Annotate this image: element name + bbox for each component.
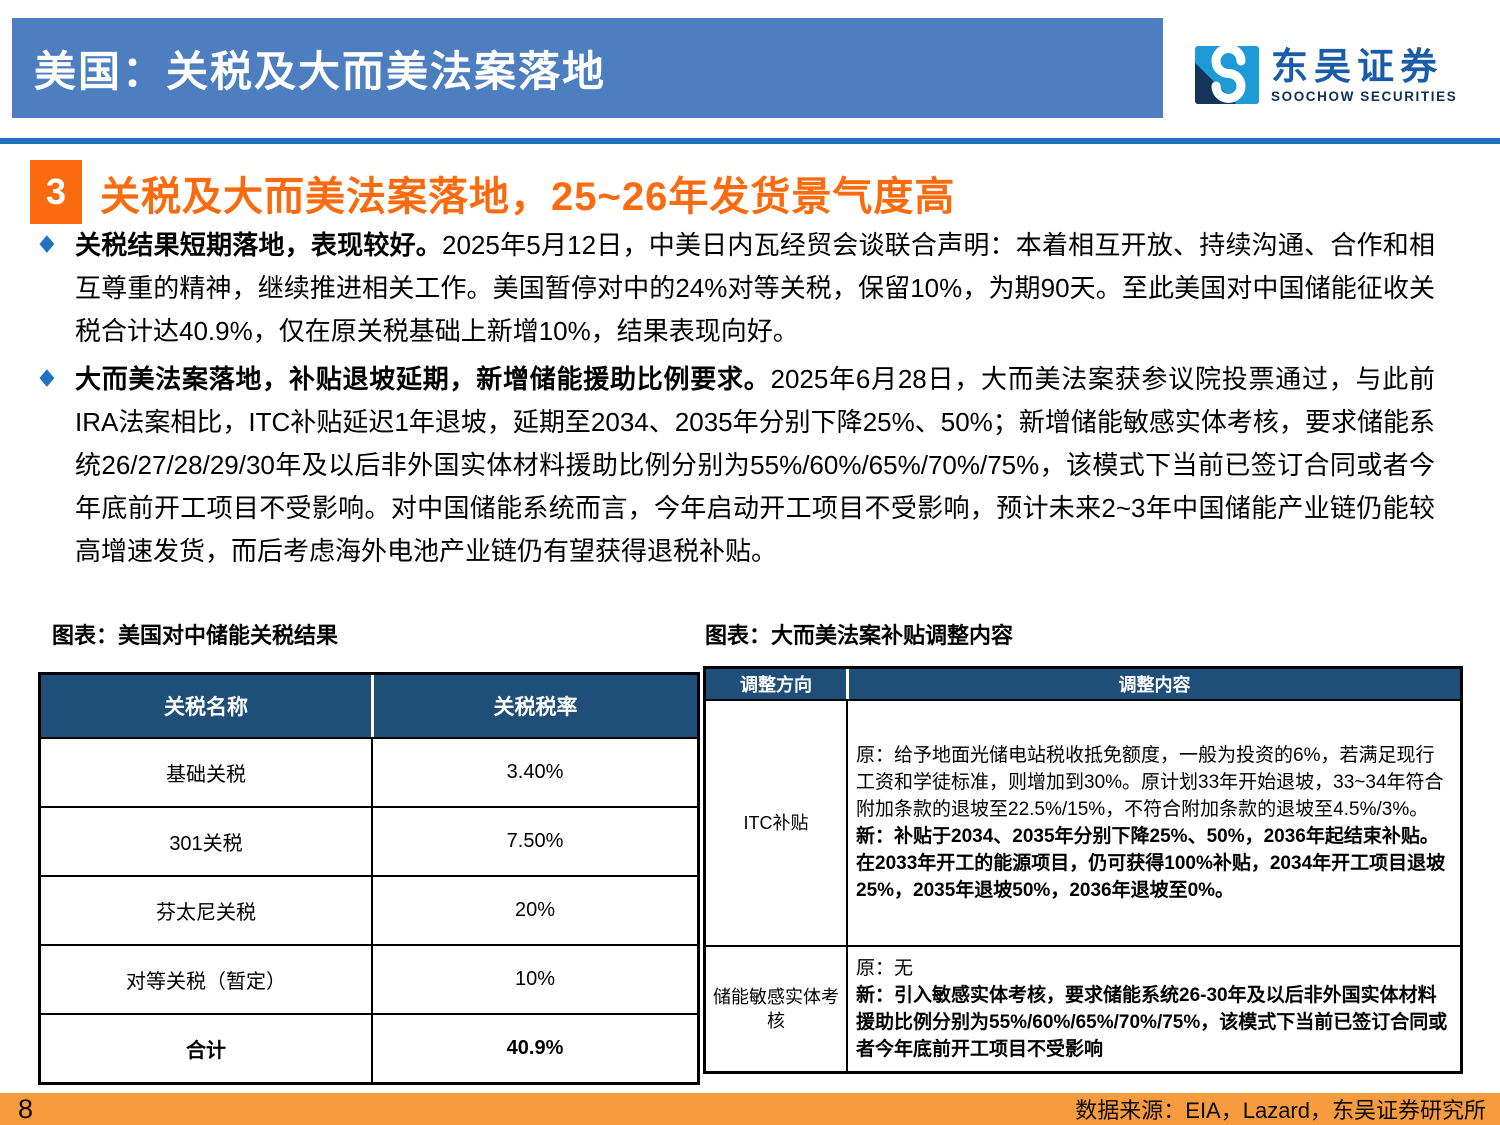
tariff-rate: 40.9% (371, 1015, 697, 1082)
diamond-bullet-icon: ◆ (39, 363, 55, 389)
section-title: 关税及大而美法案落地，25~26年发货景气度高 (100, 175, 956, 219)
bullet-body: 2025年5月12日，中美日内瓦经贸会谈联合声明：本着相互开放、持续沟通、合作和… (75, 230, 1435, 346)
tariff-table: 关税名称 关税税率 基础关税 3.40% 301关税 7.50% 芬太尼关税 2… (38, 672, 700, 1085)
logo-name-cn: 东吴证券 (1271, 45, 1443, 87)
page-title: 美国：关税及大而美法案落地 (34, 47, 607, 95)
subsidy-header-direction: 调整方向 (740, 675, 812, 695)
s-glyph (1211, 46, 1246, 103)
subsidy-content: 原：无 新：引入敏感实体考核，要求储能系统26-30年及以后非外国实体材料援助比… (846, 947, 1460, 1071)
table-row: ITC补贴 原：给予地面光储电站税收抵免额度，一般为投资的6%，若满足现行工资和… (706, 699, 1460, 945)
bullet-tariff-text: 关税结果短期落地，表现较好。2025年5月12日，中美日内瓦经贸会谈联合声明：本… (75, 224, 1435, 353)
bullet-lead: 大而美法案落地，补贴退坡延期，新增储能援助比例要求。 (75, 364, 771, 394)
bullet-bill-text: 大而美法案落地，补贴退坡延期，新增储能援助比例要求。2025年6月28日，大而美… (75, 358, 1435, 573)
page-number: 8 (18, 1094, 34, 1124)
subsidy-direction: ITC补贴 (743, 813, 809, 833)
subsidy-content-new: 新：引入敏感实体考核，要求储能系统26-30年及以后非外国实体材料援助比例分别为… (856, 985, 1448, 1060)
subsidy-table-header-row: 调整方向 调整内容 (706, 669, 1460, 699)
divider-line (0, 138, 1500, 144)
tariff-rate: 10% (371, 946, 697, 1013)
bullet-tariff-result: ◆ 关税结果短期落地，表现较好。2025年5月12日，中美日内瓦经贸会谈联合声明… (38, 224, 1438, 353)
footer-bar: 8 数据来源：EIA，Lazard，东吴证券研究所 (0, 1093, 1500, 1125)
tariff-name: 对等关税（暂定） (126, 971, 286, 993)
bullet-lead: 关税结果短期落地，表现较好。 (75, 230, 443, 260)
diamond-bullet-icon: ◆ (39, 229, 55, 255)
subsidy-content: 原：给予地面光储电站税收抵免额度，一般为投资的6%，若满足现行工资和学徒标准，则… (846, 701, 1460, 945)
subsidy-content-original: 原：无 (856, 958, 914, 979)
section-number-badge: 3 (30, 160, 82, 224)
table-row: 芬太尼关税 20% (41, 875, 697, 944)
soochow-s-icon (1195, 46, 1259, 104)
tariff-header-name: 关税名称 (164, 696, 248, 719)
tariff-rate: 7.50% (371, 808, 697, 875)
logo-text: 东吴证券 SOOCHOW SECURITIES (1271, 45, 1458, 104)
table-row: 301关税 7.50% (41, 806, 697, 875)
subsidy-table: 调整方向 调整内容 ITC补贴 原：给予地面光储电站税收抵免额度，一般为投资的6… (703, 666, 1463, 1074)
table-row: 对等关税（暂定） 10% (41, 944, 697, 1013)
tariff-table-caption: 图表：美国对中储能关税结果 (52, 623, 339, 648)
tariff-name: 301关税 (169, 833, 243, 855)
header-bar: 美国：关税及大而美法案落地 (12, 18, 1163, 118)
data-source: 数据来源：EIA，Lazard，东吴证券研究所 (1075, 1098, 1486, 1123)
subsidy-content-original: 原：给予地面光储电站税收抵免额度，一般为投资的6%，若满足现行工资和学徒标准，则… (856, 745, 1444, 820)
tariff-name: 基础关税 (166, 764, 246, 786)
tariff-rate: 3.40% (371, 739, 697, 806)
tariff-header-rate: 关税税率 (371, 675, 697, 737)
bullet-bill-landed: ◆ 大而美法案落地，补贴退坡延期，新增储能援助比例要求。2025年6月28日，大… (38, 358, 1438, 573)
table-row: 储能敏感实体考核 原：无 新：引入敏感实体考核，要求储能系统26-30年及以后非… (706, 945, 1460, 1071)
soochow-logo: 东吴证券 SOOCHOW SECURITIES (1195, 46, 1457, 104)
table-row-total: 合计 40.9% (41, 1013, 697, 1082)
tariff-name: 合计 (186, 1040, 226, 1062)
tariff-table-header-row: 关税名称 关税税率 (41, 675, 697, 737)
tariff-rate: 20% (371, 877, 697, 944)
subsidy-direction: 储能敏感实体考核 (713, 987, 839, 1031)
subsidy-table-caption: 图表：大而美法案补贴调整内容 (705, 623, 1014, 648)
tariff-name: 芬太尼关税 (156, 902, 256, 924)
table-row: 基础关税 3.40% (41, 737, 697, 806)
subsidy-header-content: 调整内容 (846, 669, 1460, 699)
bullet-body: 2025年6月28日，大而美法案获参议院投票通过，与此前IRA法案相比，ITC补… (75, 364, 1435, 566)
logo-name-en: SOOCHOW SECURITIES (1271, 88, 1458, 104)
subsidy-content-new: 新：补贴于2034、2035年分别下降25%、50%，2036年起结束补贴。在2… (856, 826, 1446, 901)
